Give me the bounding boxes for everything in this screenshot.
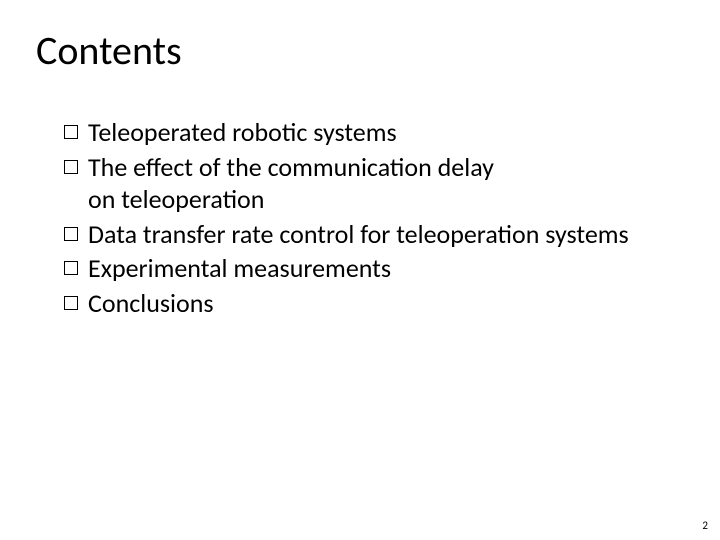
list-item-text: The effect of the communication delay on… [88,151,660,216]
square-bullet-icon [64,125,78,139]
list-item: Data transfer rate control for teleopera… [64,218,660,251]
list-item: The effect of the communication delay on… [64,151,660,216]
slide: Contents Teleoperated robotic systems Th… [0,0,720,540]
square-bullet-icon [64,227,78,241]
square-bullet-icon [64,296,78,310]
slide-title: Contents [36,26,182,75]
list-item-text: Experimental measurements [88,252,660,285]
list-item-text: Data transfer rate control for teleopera… [88,218,660,251]
contents-list: Teleoperated robotic systems The effect … [64,116,660,321]
list-item: Teleoperated robotic systems [64,116,660,149]
square-bullet-icon [64,160,78,174]
list-item-text: Teleoperated robotic systems [88,116,660,149]
page-number: 2 [702,519,708,532]
list-item: Experimental measurements [64,252,660,285]
square-bullet-icon [64,261,78,275]
list-item-text: Conclusions [88,287,660,320]
list-item: Conclusions [64,287,660,320]
